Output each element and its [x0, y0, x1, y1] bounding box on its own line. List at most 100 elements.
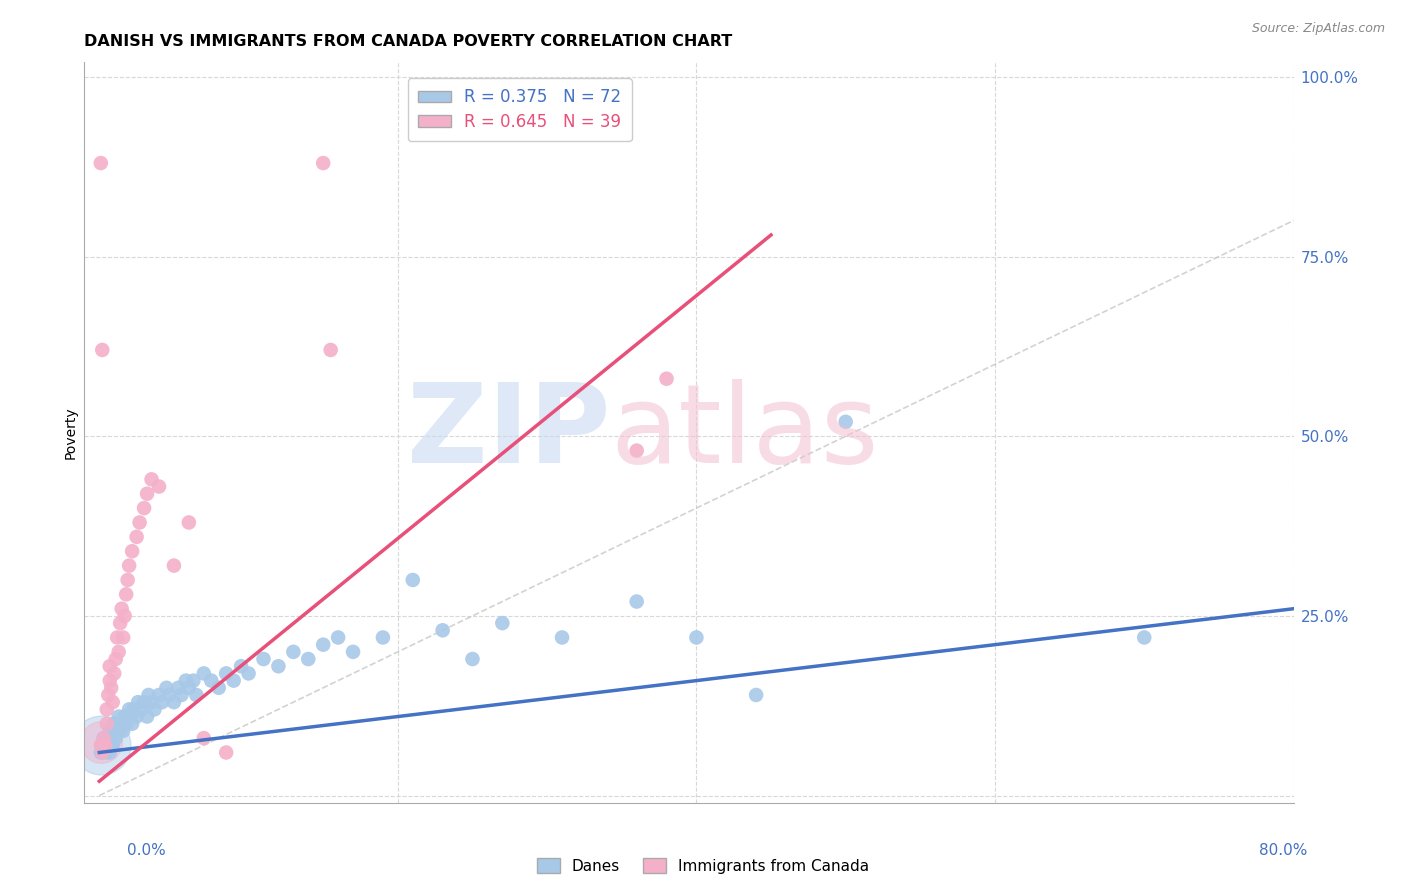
Point	[215, 746, 238, 760]
Point	[104, 731, 127, 745]
Point	[107, 709, 129, 723]
Point	[91, 739, 114, 753]
Point	[551, 631, 574, 645]
Point	[120, 709, 142, 723]
Point	[136, 709, 159, 723]
Text: 80.0%: 80.0%	[1260, 843, 1308, 858]
Point	[745, 688, 768, 702]
Point	[90, 739, 112, 753]
Point	[319, 343, 342, 357]
Point	[297, 652, 319, 666]
Point	[118, 558, 141, 573]
Point	[101, 739, 124, 753]
Point	[117, 573, 139, 587]
Point	[107, 723, 129, 738]
Point	[834, 415, 856, 429]
Text: DANISH VS IMMIGRANTS FROM CANADA POVERTY CORRELATION CHART: DANISH VS IMMIGRANTS FROM CANADA POVERTY…	[84, 34, 733, 49]
Point	[105, 631, 128, 645]
Point	[155, 681, 177, 695]
Point	[150, 695, 173, 709]
Point	[96, 702, 118, 716]
Point	[193, 731, 215, 745]
Point	[238, 666, 260, 681]
Point	[115, 716, 138, 731]
Point	[122, 702, 145, 716]
Point	[112, 631, 135, 645]
Point	[170, 688, 193, 702]
Point	[402, 573, 425, 587]
Point	[121, 544, 143, 558]
Point	[125, 709, 148, 723]
Point	[90, 735, 112, 749]
Point	[98, 746, 121, 760]
Point	[100, 739, 122, 753]
Point	[97, 688, 120, 702]
Point	[136, 486, 159, 500]
Point	[111, 716, 134, 731]
Point	[655, 372, 678, 386]
Point	[461, 652, 484, 666]
Point	[229, 659, 252, 673]
Point	[96, 731, 118, 745]
Point	[208, 681, 231, 695]
Point	[141, 472, 163, 486]
Point	[90, 746, 112, 760]
Point	[103, 716, 125, 731]
Text: Source: ZipAtlas.com: Source: ZipAtlas.com	[1251, 22, 1385, 36]
Point	[159, 688, 181, 702]
Point	[148, 688, 170, 702]
Point	[107, 645, 129, 659]
Point	[312, 156, 335, 170]
Point	[105, 716, 128, 731]
Point	[111, 601, 134, 615]
Point	[98, 673, 121, 688]
Point	[121, 716, 143, 731]
Point	[326, 631, 349, 645]
Legend: Danes, Immigrants from Canada: Danes, Immigrants from Canada	[530, 852, 876, 880]
Point	[141, 695, 163, 709]
Point	[128, 516, 150, 530]
Point	[148, 479, 170, 493]
Point	[103, 723, 125, 738]
Point	[108, 616, 131, 631]
Point	[193, 666, 215, 681]
Point	[127, 695, 149, 709]
Point	[283, 645, 305, 659]
Point	[112, 723, 135, 738]
Point	[267, 659, 290, 673]
Point	[94, 746, 117, 760]
Point	[222, 673, 245, 688]
Point	[215, 666, 238, 681]
Text: 0.0%: 0.0%	[127, 843, 166, 858]
Point	[167, 681, 190, 695]
Point	[177, 516, 200, 530]
Point	[91, 746, 114, 760]
Point	[163, 695, 186, 709]
Point	[163, 558, 186, 573]
Point	[125, 530, 148, 544]
Point	[129, 702, 152, 716]
Point	[626, 594, 648, 608]
Y-axis label: Poverty: Poverty	[63, 407, 77, 458]
Point	[98, 659, 121, 673]
Point	[312, 638, 335, 652]
Point	[174, 673, 197, 688]
Point	[93, 739, 115, 753]
Point	[626, 443, 648, 458]
Point	[100, 681, 122, 695]
Text: atlas: atlas	[610, 379, 879, 486]
Point	[114, 709, 136, 723]
Point	[143, 702, 166, 716]
Point	[94, 739, 117, 753]
Legend: R = 0.375   N = 72, R = 0.645   N = 39: R = 0.375 N = 72, R = 0.645 N = 39	[408, 78, 631, 141]
Point	[118, 702, 141, 716]
Point	[177, 681, 200, 695]
Point	[132, 501, 155, 516]
Point	[97, 731, 120, 745]
Point	[100, 731, 122, 745]
Point	[1133, 631, 1156, 645]
Point	[101, 695, 124, 709]
Point	[98, 723, 121, 738]
Point	[252, 652, 274, 666]
Point	[491, 616, 513, 631]
